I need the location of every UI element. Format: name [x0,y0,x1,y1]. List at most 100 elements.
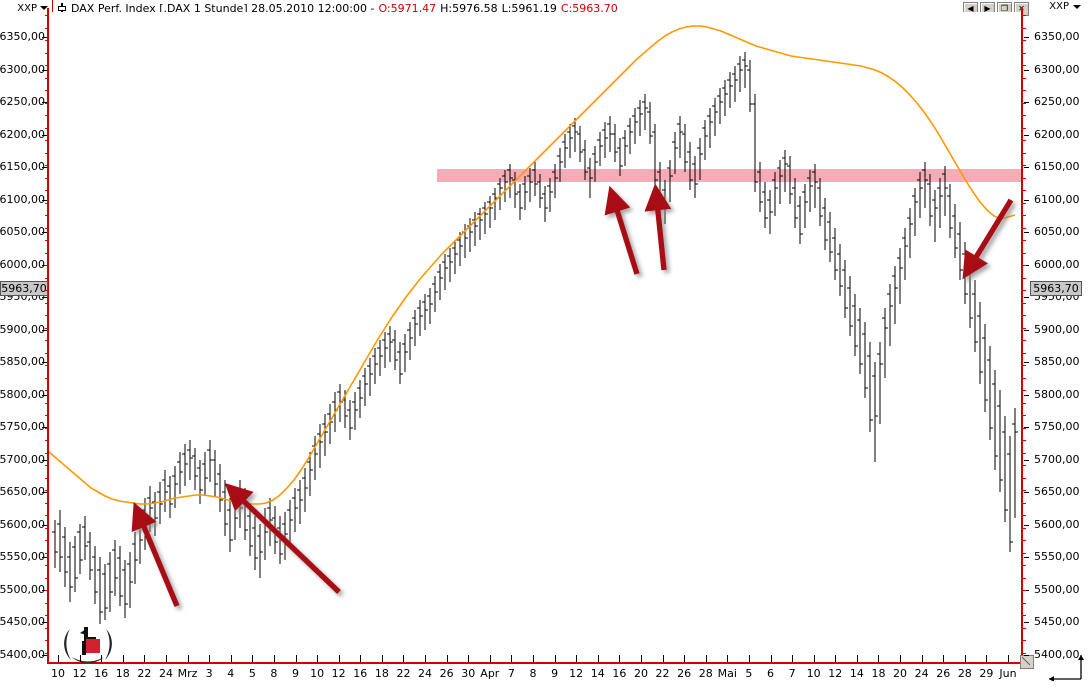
axis-minor-tick [45,652,48,654]
x-tick-label: Apr [480,667,500,680]
x-tick [489,655,491,662]
axis-minor-tick [1023,27,1026,29]
axis-minor-tick [45,165,48,166]
axis-minor-tick [45,565,48,566]
axis-minor-tick [1023,302,1026,304]
tradesignal-logo [58,617,118,669]
axis-minor-tick [1023,77,1026,79]
y-tick-right [1024,199,1029,201]
y-tick-right [1024,557,1029,559]
quote-low: L:5961,19 [501,1,557,15]
y-tick-label-left: 5950,00 [0,290,45,304]
y-tick-left [42,557,47,559]
axis-minor-tick [45,540,48,541]
axis-minor-tick [1023,315,1026,316]
y-tick-label-left: 5550,00 [0,550,45,564]
x-tick [835,655,837,662]
axis-minor-tick [1023,365,1026,366]
y-tick-left [42,394,47,396]
y-tick-right [1024,69,1029,71]
axis-minor-tick [45,15,48,16]
x-tick-label: 8 [529,667,537,680]
y-tick-label-right: 5800,00 [1034,387,1080,401]
axis-minor-tick [45,602,48,604]
axis-minor-tick [45,402,48,404]
y-tick-label-left: 6300,00 [0,62,45,76]
axis-minor-tick [1023,140,1026,141]
y-axis-right-line [1021,8,1023,662]
axis-minor-tick [1023,427,1026,429]
y-tick-left [42,232,47,234]
y-tick-left [42,134,47,136]
right-symbol-label: XXP [1049,1,1069,12]
y-tick-label-right: 5750,00 [1034,420,1080,434]
x-tick-label: 10 [310,667,325,680]
axis-minor-tick [1023,165,1026,166]
y-tick-right [1024,329,1029,331]
x-tick-label: 12 [331,667,346,680]
right-symbol-selector[interactable]: XXP [1049,1,1081,12]
axis-minor-tick [45,340,48,341]
x-tick-label: 28 [698,667,713,680]
current-price-tag-left[interactable]: 5963,70 [0,281,48,297]
x-tick [727,655,729,662]
axis-minor-tick [45,252,48,254]
y-tick-right [1024,167,1029,169]
axis-minor-tick [45,515,48,516]
chevron-down-icon-right[interactable] [1073,4,1081,9]
x-tick [468,655,470,662]
axis-minor-tick [1023,652,1026,654]
axis-minor-tick [45,627,48,629]
y-tick-left [42,622,47,624]
x-tick-label: 10 [806,667,821,680]
axis-minor-tick [45,140,48,141]
axis-minor-tick [45,552,48,554]
y-tick-label-right: 5500,00 [1034,582,1080,596]
y-tick-right [1024,264,1029,266]
resize-handle[interactable] [1020,655,1034,669]
x-tick-label: 26 [677,667,692,680]
chart-canvas [49,25,1021,624]
y-tick-right [1024,232,1029,234]
x-tick-label: 3 [205,667,213,680]
plot-area[interactable] [49,12,1021,662]
y-tick-label-left: 6350,00 [0,30,45,43]
x-tick [381,655,383,662]
y-tick-label-right: 5900,00 [1034,322,1080,336]
axis-minor-tick [1023,390,1026,391]
x-tick-label: 22 [655,667,670,680]
x-tick [511,655,513,662]
axis-minor-tick [1023,552,1026,554]
x-tick [856,655,858,662]
axis-direction-icon [1039,651,1085,681]
chart-title-text: DAX Perf. Index [.DAX 1 Stunde] 28.05.20… [71,1,375,15]
chevron-down-icon[interactable] [40,6,48,10]
x-tick [597,655,599,662]
axis-minor-tick [45,152,48,154]
x-tick-label: 26 [439,667,454,680]
y-tick-left [42,69,47,71]
axis-minor-tick [1023,52,1026,54]
x-tick [360,655,362,662]
x-tick-label: 20 [893,667,908,680]
y-tick-right [1024,102,1029,104]
y-tick-right [1024,459,1029,461]
arrow-1 [131,502,180,608]
axis-minor-tick [1023,465,1026,466]
axis-minor-tick [45,465,48,466]
axis-minor-tick [1023,627,1026,629]
y-tick-right [1024,622,1029,624]
x-tick [58,655,59,662]
axis-minor-tick [1023,590,1026,591]
quote-high: H:5976,58 [440,1,498,15]
titlebar-divider [52,0,53,16]
x-tick-label: 16 [353,667,368,680]
left-symbol-selector[interactable]: XXP [0,3,52,14]
axis-minor-tick [1023,327,1026,329]
y-tick-label-right: 6150,00 [1034,160,1080,174]
x-tick [813,655,815,662]
axis-minor-tick [1023,90,1026,91]
current-price-tag-right[interactable]: 5963,70 [1030,281,1082,297]
x-tick [79,655,81,662]
axis-minor-tick [45,377,48,379]
